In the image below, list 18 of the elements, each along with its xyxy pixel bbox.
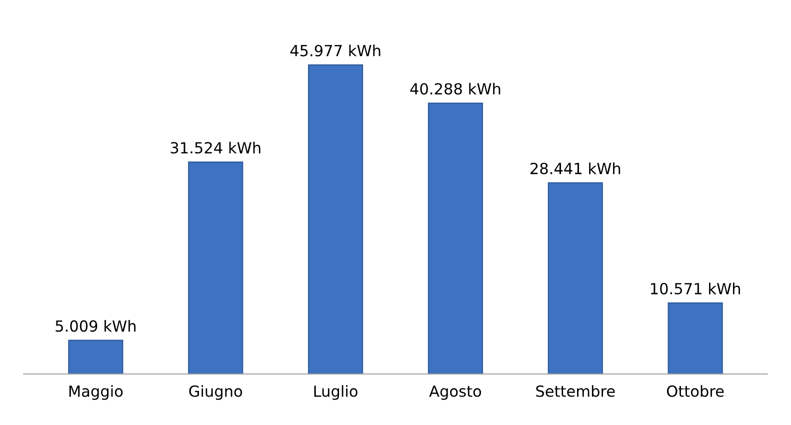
x-tick-label: Luglio bbox=[314, 385, 358, 400]
bar bbox=[188, 162, 244, 374]
data-label: 10.571 kWh bbox=[651, 282, 740, 294]
data-label: 5.009 kWh bbox=[56, 320, 136, 332]
x-tick-label: Agosto bbox=[429, 386, 482, 400]
data-label: 31.524 kWh bbox=[170, 142, 260, 154]
data-label: 28.441 kWh bbox=[530, 162, 620, 174]
data-label: 45.977 kWh bbox=[290, 44, 380, 56]
bar bbox=[548, 182, 603, 374]
bar bbox=[308, 64, 364, 374]
x-tick-label: Maggio bbox=[69, 385, 123, 400]
data-label: 40.288 kWh bbox=[410, 82, 500, 95]
bar bbox=[428, 102, 483, 374]
x-tick-label: Giugno bbox=[189, 385, 242, 400]
bar bbox=[68, 340, 124, 374]
x-tick-label: Settembre bbox=[536, 385, 615, 397]
x-tick-label: Ottobre bbox=[666, 385, 724, 397]
bar bbox=[668, 302, 723, 374]
